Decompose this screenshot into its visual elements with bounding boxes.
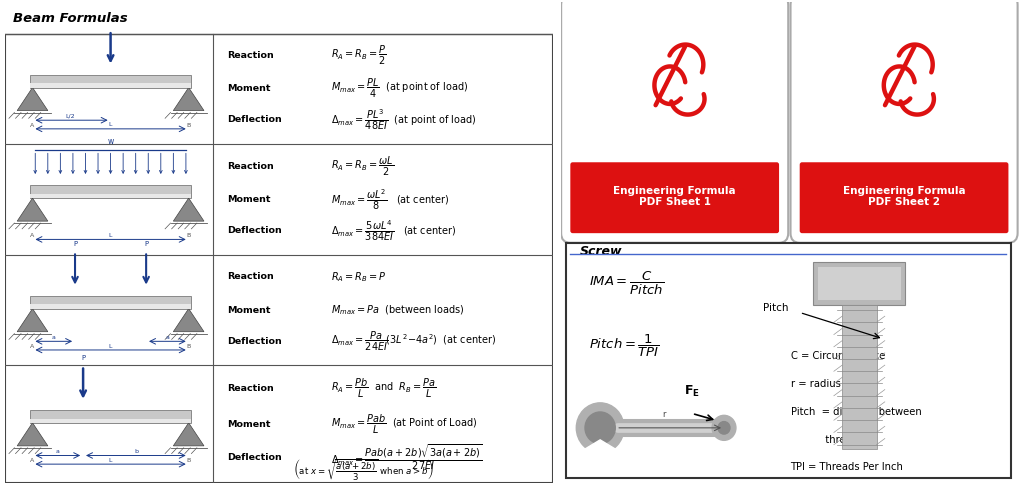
- Text: $\Delta_{max} =\dfrac{Pa}{24EI}\!\left(3L^2\!-\!4a^2\right)$  (at center): $\Delta_{max} =\dfrac{Pa}{24EI}\!\left(3…: [331, 329, 496, 352]
- FancyBboxPatch shape: [813, 262, 905, 305]
- Text: Deflection: Deflection: [227, 453, 282, 462]
- Text: A: A: [31, 233, 35, 238]
- FancyBboxPatch shape: [800, 163, 1009, 233]
- Text: $\left(\mathrm{at}\ x=\sqrt{\dfrac{a(a+2b)}{3}}\ \mathrm{when}\ a>b\right)$: $\left(\mathrm{at}\ x=\sqrt{\dfrac{a(a+2…: [293, 457, 433, 482]
- Polygon shape: [173, 423, 204, 446]
- Text: $\Delta_{max}=\dfrac{PL^3}{48EI}$  (at point of load): $\Delta_{max}=\dfrac{PL^3}{48EI}$ (at po…: [331, 107, 477, 132]
- Text: Pitch  = distance between: Pitch = distance between: [791, 407, 922, 417]
- Bar: [5, 2, 553, 34]
- Bar: [30, 185, 191, 198]
- Text: $Pitch = \dfrac{1}{TPI}$: $Pitch = \dfrac{1}{TPI}$: [589, 333, 659, 359]
- Circle shape: [718, 422, 730, 434]
- Text: w: w: [108, 137, 114, 146]
- Text: $\mathbf{F_E}$: $\mathbf{F_E}$: [684, 384, 699, 399]
- Text: $M_{max} =\dfrac{Pab}{L}$  (at Point of Load): $M_{max} =\dfrac{Pab}{L}$ (at Point of L…: [331, 413, 477, 436]
- Text: A: A: [31, 122, 35, 127]
- Bar: [842, 305, 877, 449]
- Text: B: B: [186, 233, 190, 238]
- Text: threads: threads: [791, 435, 863, 445]
- Text: Reaction: Reaction: [227, 162, 273, 171]
- Text: Deflection: Deflection: [227, 116, 282, 124]
- Text: P: P: [73, 241, 77, 246]
- Bar: [30, 305, 191, 308]
- Text: C = Circumference: C = Circumference: [791, 351, 885, 361]
- Circle shape: [712, 415, 736, 440]
- Text: Reaction: Reaction: [227, 51, 273, 61]
- Bar: [30, 410, 191, 423]
- Text: P: P: [144, 241, 148, 246]
- Text: Engineering Formula
PDF Sheet 1: Engineering Formula PDF Sheet 1: [613, 186, 736, 207]
- Text: Moment: Moment: [227, 195, 270, 204]
- Polygon shape: [17, 308, 48, 332]
- Text: A: A: [31, 344, 35, 349]
- Text: r = radius: r = radius: [791, 379, 841, 389]
- Polygon shape: [173, 87, 204, 111]
- Bar: [30, 194, 191, 198]
- Text: L: L: [109, 458, 113, 463]
- FancyBboxPatch shape: [5, 2, 553, 483]
- Text: Deflection: Deflection: [227, 226, 282, 235]
- Text: Reaction: Reaction: [227, 385, 273, 393]
- Text: Deflection: Deflection: [227, 337, 282, 346]
- Text: a: a: [166, 335, 169, 340]
- Text: Screw: Screw: [580, 245, 622, 258]
- Text: Moment: Moment: [227, 305, 270, 315]
- Text: L: L: [109, 344, 113, 348]
- Text: L: L: [109, 122, 113, 127]
- Text: $\Delta_{max}=\dfrac{5\omega L^4}{384EI}$   (at center): $\Delta_{max}=\dfrac{5\omega L^4}{384EI}…: [331, 218, 456, 243]
- Text: $R_A = R_B = \dfrac{\omega L}{2}$: $R_A = R_B = \dfrac{\omega L}{2}$: [331, 155, 394, 178]
- Bar: [30, 296, 191, 308]
- Polygon shape: [173, 198, 204, 221]
- Text: Pitch: Pitch: [763, 303, 788, 313]
- Text: B: B: [186, 344, 190, 349]
- Text: B: B: [186, 458, 190, 463]
- Bar: [30, 419, 191, 423]
- Text: a: a: [52, 335, 55, 340]
- Text: Reaction: Reaction: [227, 272, 273, 282]
- Text: L/2: L/2: [66, 114, 75, 119]
- Text: b: b: [134, 449, 138, 454]
- Text: $\Delta_{max}=\dfrac{Pab(a+2b)\sqrt{3a(a+2b)}}{27EI}$: $\Delta_{max}=\dfrac{Pab(a+2b)\sqrt{3a(a…: [331, 443, 482, 472]
- Text: A: A: [31, 458, 35, 463]
- Text: $R_A=R_B =\dfrac{P}{2}$: $R_A=R_B =\dfrac{P}{2}$: [331, 44, 387, 67]
- Text: $M_{max} =Pa$  (between loads): $M_{max} =Pa$ (between loads): [331, 303, 465, 317]
- Polygon shape: [17, 423, 48, 446]
- Text: a: a: [56, 449, 59, 454]
- FancyBboxPatch shape: [791, 0, 1018, 243]
- FancyBboxPatch shape: [570, 163, 779, 233]
- Text: Engineering Formula
PDF Sheet 2: Engineering Formula PDF Sheet 2: [843, 186, 966, 207]
- FancyBboxPatch shape: [565, 243, 1011, 478]
- Text: Beam Formulas: Beam Formulas: [13, 12, 128, 24]
- Circle shape: [585, 412, 615, 444]
- Text: $M_{max} = \dfrac{\omega L^2}{8}$   (at center): $M_{max} = \dfrac{\omega L^2}{8}$ (at ce…: [331, 187, 450, 212]
- Text: $R_A= R_B=P$: $R_A= R_B=P$: [331, 270, 386, 284]
- Text: Moment: Moment: [227, 420, 270, 429]
- Text: B: B: [186, 122, 190, 127]
- Text: L: L: [109, 233, 113, 238]
- FancyBboxPatch shape: [818, 267, 901, 301]
- Text: $M_{max} =\dfrac{PL}{4}$  (at point of load): $M_{max} =\dfrac{PL}{4}$ (at point of lo…: [331, 78, 468, 101]
- FancyBboxPatch shape: [561, 0, 788, 243]
- Text: $R_A =\dfrac{Pb}{L}$  and  $R_B =\dfrac{Pa}{L}$: $R_A =\dfrac{Pb}{L}$ and $R_B =\dfrac{Pa…: [331, 377, 436, 401]
- Text: Moment: Moment: [227, 84, 270, 94]
- Text: TPI = Threads Per Inch: TPI = Threads Per Inch: [791, 463, 903, 472]
- Text: r: r: [663, 410, 667, 419]
- Text: P: P: [81, 355, 85, 361]
- Bar: [30, 75, 191, 87]
- Bar: [30, 83, 191, 87]
- Polygon shape: [173, 308, 204, 332]
- Polygon shape: [17, 87, 48, 111]
- Circle shape: [577, 403, 624, 453]
- Text: $IMA = \dfrac{C}{Pitch}$: $IMA = \dfrac{C}{Pitch}$: [589, 270, 664, 297]
- Polygon shape: [17, 198, 48, 221]
- Wedge shape: [585, 440, 616, 459]
